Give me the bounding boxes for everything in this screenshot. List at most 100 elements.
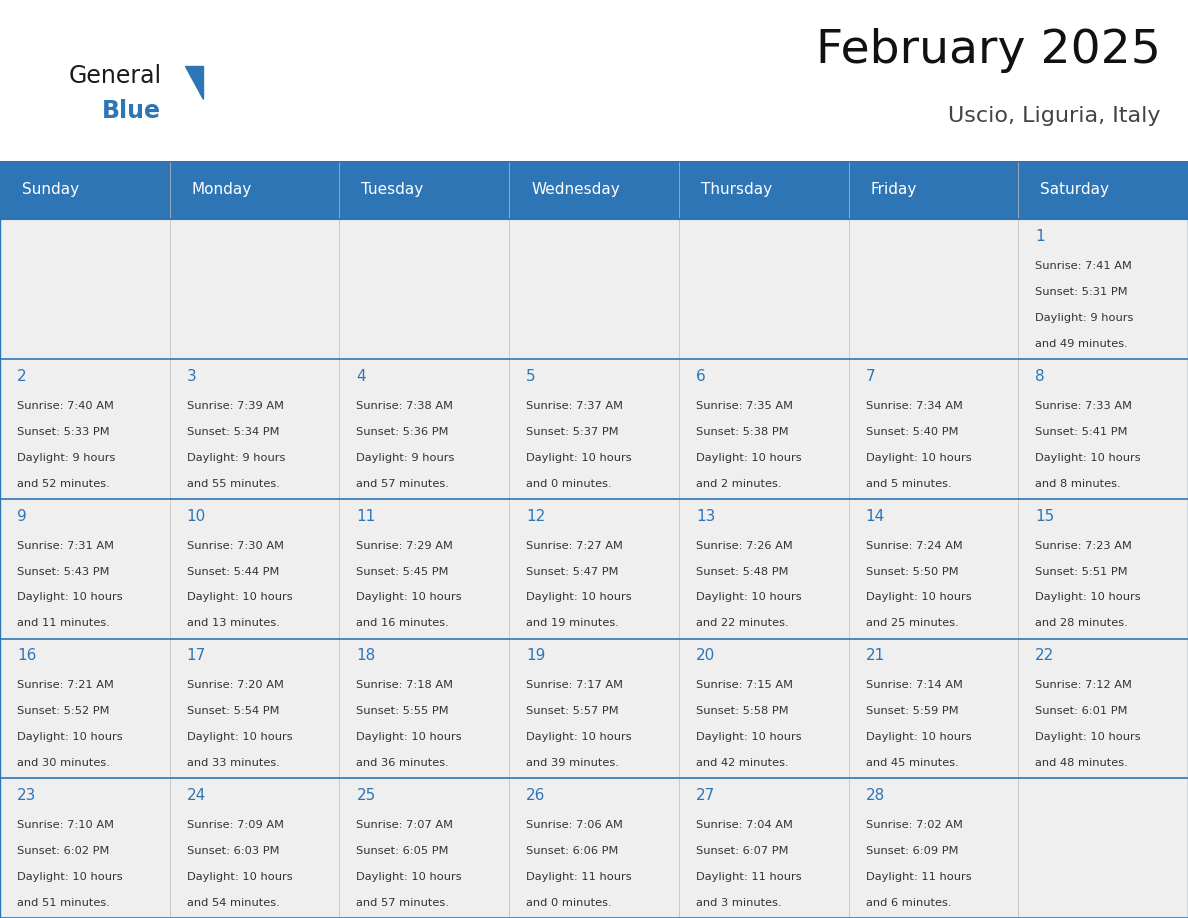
- Text: Wednesday: Wednesday: [531, 183, 620, 197]
- Bar: [848, 359, 1018, 498]
- Bar: [0, 639, 170, 778]
- Text: Sunset: 5:41 PM: Sunset: 5:41 PM: [1035, 427, 1127, 437]
- Text: and 48 minutes.: and 48 minutes.: [1035, 758, 1129, 768]
- Text: and 36 minutes.: and 36 minutes.: [356, 758, 449, 768]
- Text: and 39 minutes.: and 39 minutes.: [526, 758, 619, 768]
- Text: and 42 minutes.: and 42 minutes.: [696, 758, 789, 768]
- Text: and 6 minutes.: and 6 minutes.: [866, 898, 952, 908]
- Bar: [340, 219, 510, 359]
- Bar: [170, 359, 340, 498]
- Text: Sunrise: 7:35 AM: Sunrise: 7:35 AM: [696, 401, 792, 411]
- Text: Daylight: 9 hours: Daylight: 9 hours: [187, 453, 285, 463]
- Text: Daylight: 11 hours: Daylight: 11 hours: [866, 872, 971, 882]
- Text: Sunrise: 7:06 AM: Sunrise: 7:06 AM: [526, 820, 623, 830]
- Text: Sunset: 5:37 PM: Sunset: 5:37 PM: [526, 427, 619, 437]
- Text: Sunrise: 7:20 AM: Sunrise: 7:20 AM: [187, 680, 284, 690]
- Text: Sunrise: 7:34 AM: Sunrise: 7:34 AM: [866, 401, 962, 411]
- Text: and 57 minutes.: and 57 minutes.: [356, 478, 449, 488]
- Bar: [678, 639, 848, 778]
- Text: and 19 minutes.: and 19 minutes.: [526, 619, 619, 628]
- Text: 3: 3: [187, 369, 196, 384]
- Text: Friday: Friday: [871, 183, 917, 197]
- Bar: [0, 359, 170, 498]
- Text: 20: 20: [696, 648, 715, 664]
- Text: and 13 minutes.: and 13 minutes.: [187, 619, 279, 628]
- Text: and 30 minutes.: and 30 minutes.: [17, 758, 109, 768]
- Text: Blue: Blue: [102, 99, 162, 123]
- Text: Sunrise: 7:38 AM: Sunrise: 7:38 AM: [356, 401, 454, 411]
- Text: Sunset: 5:57 PM: Sunset: 5:57 PM: [526, 706, 619, 716]
- Text: Daylight: 10 hours: Daylight: 10 hours: [187, 872, 292, 882]
- Text: 24: 24: [187, 788, 206, 803]
- Text: Daylight: 10 hours: Daylight: 10 hours: [866, 592, 971, 602]
- Text: Sunset: 5:47 PM: Sunset: 5:47 PM: [526, 566, 619, 577]
- Text: and 16 minutes.: and 16 minutes.: [356, 619, 449, 628]
- Text: Sunset: 5:44 PM: Sunset: 5:44 PM: [187, 566, 279, 577]
- Text: Sunset: 5:43 PM: Sunset: 5:43 PM: [17, 566, 109, 577]
- Text: Sunset: 5:38 PM: Sunset: 5:38 PM: [696, 427, 789, 437]
- Text: Daylight: 10 hours: Daylight: 10 hours: [1035, 453, 1140, 463]
- Text: Sunrise: 7:02 AM: Sunrise: 7:02 AM: [866, 820, 962, 830]
- Text: and 0 minutes.: and 0 minutes.: [526, 478, 612, 488]
- Text: Sunset: 5:51 PM: Sunset: 5:51 PM: [1035, 566, 1127, 577]
- Text: Sunrise: 7:41 AM: Sunrise: 7:41 AM: [1035, 262, 1132, 271]
- Text: Sunrise: 7:14 AM: Sunrise: 7:14 AM: [866, 680, 962, 690]
- Text: Sunset: 5:33 PM: Sunset: 5:33 PM: [17, 427, 109, 437]
- Bar: [1018, 359, 1188, 498]
- Text: and 55 minutes.: and 55 minutes.: [187, 478, 279, 488]
- Text: Sunset: 5:34 PM: Sunset: 5:34 PM: [187, 427, 279, 437]
- Text: and 11 minutes.: and 11 minutes.: [17, 619, 109, 628]
- Text: Tuesday: Tuesday: [361, 183, 424, 197]
- Text: Daylight: 10 hours: Daylight: 10 hours: [696, 453, 802, 463]
- Text: Daylight: 10 hours: Daylight: 10 hours: [187, 592, 292, 602]
- Text: 27: 27: [696, 788, 715, 803]
- Text: 14: 14: [866, 509, 885, 523]
- Text: and 28 minutes.: and 28 minutes.: [1035, 619, 1129, 628]
- Text: Daylight: 10 hours: Daylight: 10 hours: [526, 453, 632, 463]
- Bar: [678, 778, 848, 918]
- Text: Thursday: Thursday: [701, 183, 772, 197]
- Text: Sunrise: 7:15 AM: Sunrise: 7:15 AM: [696, 680, 792, 690]
- Text: Daylight: 10 hours: Daylight: 10 hours: [356, 872, 462, 882]
- Text: Sunset: 5:58 PM: Sunset: 5:58 PM: [696, 706, 789, 716]
- Text: Daylight: 11 hours: Daylight: 11 hours: [526, 872, 632, 882]
- Text: 25: 25: [356, 788, 375, 803]
- Text: 1: 1: [1035, 230, 1045, 244]
- Text: Sunrise: 7:09 AM: Sunrise: 7:09 AM: [187, 820, 284, 830]
- Text: 19: 19: [526, 648, 545, 664]
- Text: Sunrise: 7:40 AM: Sunrise: 7:40 AM: [17, 401, 114, 411]
- Text: 8: 8: [1035, 369, 1045, 384]
- Bar: [848, 498, 1018, 639]
- Bar: [510, 778, 678, 918]
- Bar: [848, 778, 1018, 918]
- Text: Daylight: 10 hours: Daylight: 10 hours: [17, 592, 122, 602]
- Text: Sunset: 6:03 PM: Sunset: 6:03 PM: [187, 846, 279, 856]
- Text: Sunrise: 7:27 AM: Sunrise: 7:27 AM: [526, 541, 623, 551]
- Text: Sunset: 5:54 PM: Sunset: 5:54 PM: [187, 706, 279, 716]
- Text: Sunset: 5:52 PM: Sunset: 5:52 PM: [17, 706, 109, 716]
- Text: Sunset: 5:48 PM: Sunset: 5:48 PM: [696, 566, 789, 577]
- Text: 2: 2: [17, 369, 26, 384]
- Text: Sunrise: 7:07 AM: Sunrise: 7:07 AM: [356, 820, 454, 830]
- Text: Sunset: 5:40 PM: Sunset: 5:40 PM: [866, 427, 958, 437]
- Text: Sunrise: 7:17 AM: Sunrise: 7:17 AM: [526, 680, 624, 690]
- Bar: [0, 498, 170, 639]
- Bar: [1018, 639, 1188, 778]
- Bar: [678, 219, 848, 359]
- Text: February 2025: February 2025: [816, 28, 1161, 73]
- Text: Daylight: 9 hours: Daylight: 9 hours: [1035, 313, 1133, 323]
- Text: Daylight: 10 hours: Daylight: 10 hours: [866, 733, 971, 742]
- Text: 21: 21: [866, 648, 885, 664]
- Text: Sunrise: 7:33 AM: Sunrise: 7:33 AM: [1035, 401, 1132, 411]
- Text: 28: 28: [866, 788, 885, 803]
- Bar: [848, 219, 1018, 359]
- Text: and 45 minutes.: and 45 minutes.: [866, 758, 959, 768]
- Text: Sunset: 5:59 PM: Sunset: 5:59 PM: [866, 706, 959, 716]
- Text: Daylight: 10 hours: Daylight: 10 hours: [526, 592, 632, 602]
- Text: Sunrise: 7:31 AM: Sunrise: 7:31 AM: [17, 541, 114, 551]
- Text: Daylight: 10 hours: Daylight: 10 hours: [526, 733, 632, 742]
- Text: 5: 5: [526, 369, 536, 384]
- Text: Sunrise: 7:37 AM: Sunrise: 7:37 AM: [526, 401, 624, 411]
- Text: Sunrise: 7:04 AM: Sunrise: 7:04 AM: [696, 820, 792, 830]
- Text: Sunrise: 7:12 AM: Sunrise: 7:12 AM: [1035, 680, 1132, 690]
